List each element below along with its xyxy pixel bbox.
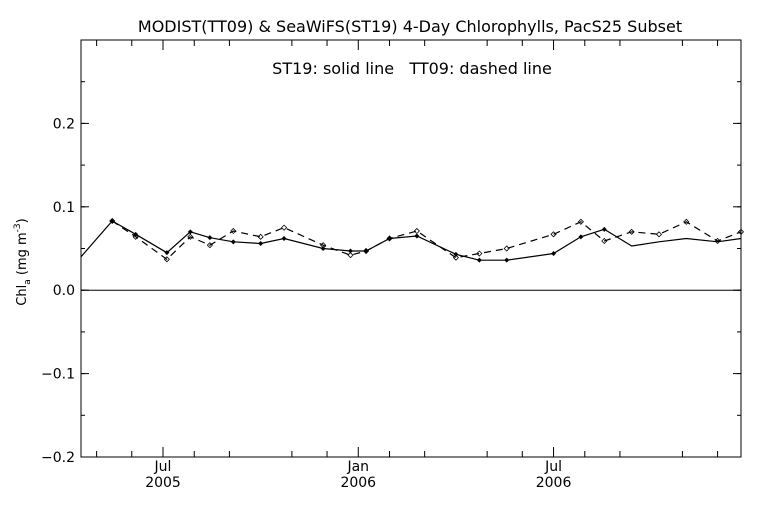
y-tick-label: 0.1 xyxy=(53,200,75,216)
x-tick-year: 2006 xyxy=(340,475,376,491)
tt09-marker xyxy=(503,245,510,252)
series-style-note: ST19: solid line TT09: dashed line xyxy=(272,59,552,78)
y-axis-label: Chla (mg m-3) xyxy=(13,218,33,305)
tt09-marker xyxy=(163,256,170,263)
tt09-marker xyxy=(683,218,690,225)
svg-text:Chla (mg m-3): Chla (mg m-3) xyxy=(13,218,33,305)
y-axis-label-sub: a xyxy=(23,279,33,285)
st19-marker xyxy=(164,250,170,256)
y-axis-label-main: Chl xyxy=(15,285,30,306)
st19-marker xyxy=(601,226,607,232)
tt09-marker xyxy=(628,228,635,235)
st19-marker xyxy=(551,251,557,257)
tt09-marker xyxy=(413,227,420,235)
x-tick-year: 2005 xyxy=(145,475,181,491)
st19-marker xyxy=(578,234,584,240)
st19-marker xyxy=(207,235,213,241)
x-tick-month: Jul xyxy=(544,459,562,475)
y-tick-label: 0.2 xyxy=(53,116,75,132)
st19-marker xyxy=(453,251,459,257)
x-tick-month: Jan xyxy=(346,459,369,475)
st19-marker xyxy=(504,257,510,263)
y-tick-label: −0.1 xyxy=(41,367,75,383)
tt09-marker xyxy=(655,231,663,238)
chart-title: MODIST(TT09) & SeaWiFS(ST19) 4-Day Chlor… xyxy=(138,17,682,36)
tt09-marker xyxy=(132,233,139,240)
tt09-marker xyxy=(714,237,721,245)
tt09-marker xyxy=(230,227,237,235)
y-tick-label: 0.0 xyxy=(53,283,75,299)
tt09-marker xyxy=(109,217,116,225)
tt09-marker xyxy=(386,235,393,242)
st19-marker xyxy=(320,246,326,251)
x-tick-year: 2006 xyxy=(536,475,572,491)
st19-marker xyxy=(230,239,236,245)
tt09-marker xyxy=(601,237,608,245)
y-axis-label-close: ) xyxy=(15,218,30,223)
plot-frame xyxy=(80,39,742,458)
st19-marker xyxy=(281,235,287,241)
x-tick-month: Jul xyxy=(154,459,172,475)
tt09-marker xyxy=(347,252,354,259)
tt09-marker xyxy=(257,233,264,240)
st19-marker xyxy=(187,229,193,235)
tt09-marker xyxy=(206,242,213,249)
tt09-marker xyxy=(452,254,459,261)
tt09-marker xyxy=(320,242,327,249)
tt09-marker xyxy=(550,231,557,238)
st19-marker xyxy=(347,248,353,254)
y-axis-label-exp: -3 xyxy=(13,223,23,232)
tt09-marker xyxy=(187,233,194,240)
tt09-marker xyxy=(577,218,584,225)
series-tt09-line xyxy=(111,220,742,261)
tt09-marker xyxy=(363,247,370,255)
tt09-marker xyxy=(476,250,483,257)
tt09-marker xyxy=(737,228,745,235)
series-st19-line xyxy=(80,220,742,261)
st19-marker xyxy=(414,233,420,239)
tt09-marker xyxy=(281,224,288,231)
y-tick-label: −0.2 xyxy=(41,450,75,466)
st19-marker xyxy=(476,257,482,263)
st19-marker xyxy=(258,240,264,246)
y-axis-label-units: (mg m xyxy=(15,232,30,279)
